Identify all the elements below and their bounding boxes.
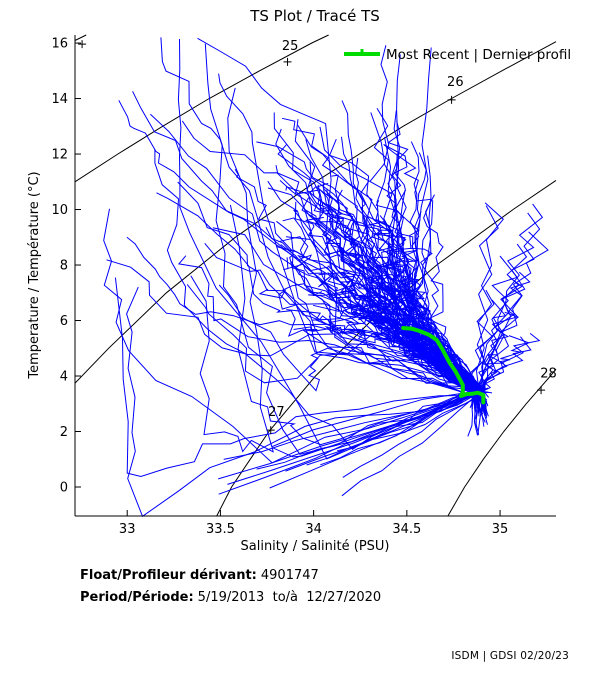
period-line: Period/Période: 5/19/2013 to/à 12/27/2020 (80, 590, 381, 605)
profile-line (204, 43, 486, 455)
x-tick-label: 34 (305, 522, 322, 537)
isopycnal-label-25: 25 (282, 39, 299, 54)
profile-line (404, 152, 473, 393)
profile-line (106, 259, 484, 388)
period-value: 5/19/2013 to/à 12/27/2020 (197, 590, 382, 605)
profile-line (177, 38, 481, 460)
agency-stamp: ISDM | GDSI 02/20/23 (451, 650, 569, 662)
profile-line (227, 87, 474, 448)
period-label: Period/Période: (80, 590, 194, 605)
x-tick-label: 34.5 (392, 522, 421, 537)
legend-label: Most Recent | Dernier profil (386, 47, 571, 63)
profile-line (475, 202, 504, 390)
isopycnal-marker-27 (266, 426, 275, 435)
y-tick-label: 12 (51, 148, 68, 163)
profile-line (472, 392, 484, 415)
profile-line (218, 284, 471, 392)
profile-line (320, 394, 482, 466)
profile-line (404, 141, 473, 394)
profile-line (223, 391, 475, 460)
profile-line (482, 212, 541, 392)
profile-line (481, 335, 531, 393)
y-tick-label: 14 (51, 92, 68, 107)
y-tick-label: 10 (51, 203, 68, 218)
plot-title: TS Plot / Tracé TS (249, 7, 380, 25)
y-tick-label: 16 (51, 37, 68, 52)
x-tick-label: 33.5 (206, 522, 235, 537)
profile-line (355, 157, 483, 392)
profile-line (472, 311, 519, 386)
axis-ticks (75, 42, 501, 516)
float-id-line: Float/Profileur dérivant: 4901747 (80, 568, 319, 583)
profile-line (342, 394, 483, 478)
profile-line (126, 286, 489, 517)
x-tick-label: 35 (492, 522, 509, 537)
y-tick-label: 4 (60, 370, 68, 385)
profile-line (476, 205, 499, 389)
x-axis-label: Salinity / Salinité (PSU) (241, 539, 390, 554)
isopycnal-label-27: 27 (268, 405, 285, 420)
profile-line (336, 392, 472, 452)
isopycnal-label-26: 26 (447, 75, 464, 90)
isopycnal-marker-28 (537, 386, 546, 395)
profile-line (341, 100, 480, 392)
profile-line (383, 143, 483, 396)
isopycnal-label-28: 28 (540, 366, 557, 381)
profile-line (118, 100, 472, 384)
profile-line (156, 192, 488, 402)
profile-line (360, 215, 484, 395)
isopycnal-contour-24 (74, 34, 87, 41)
profile-line (218, 390, 482, 480)
profile-line (285, 390, 478, 472)
profile-line (114, 277, 476, 478)
profile-line (154, 149, 480, 450)
profile-line (197, 37, 472, 396)
profile-line (160, 37, 484, 396)
profile-lines (103, 37, 549, 517)
x-tick-label: 33 (119, 522, 136, 537)
profile-line (467, 393, 474, 437)
axes (74, 35, 556, 517)
profile-line (406, 155, 476, 392)
profile-line (204, 242, 468, 390)
profile-line (218, 387, 469, 495)
profile-line (473, 387, 480, 435)
isopycnal-labels: 25 26 27 28 (78, 39, 557, 435)
y-axis-label: Temperature / Température (°C) (27, 171, 42, 379)
y-tick-label: 2 (60, 425, 68, 440)
y-tick-label: 0 (60, 481, 68, 496)
profile-line (481, 333, 541, 391)
profile-line (283, 257, 474, 393)
profile-line (229, 204, 482, 446)
legend: Most Recent | Dernier profil (344, 47, 571, 63)
profile-line (341, 136, 479, 389)
profile-line (212, 227, 489, 393)
axis-tick-labels: 33 33.5 34 34.5 35 0 2 4 6 8 10 12 14 16 (51, 37, 508, 537)
profile-line (306, 393, 478, 466)
float-id-label: Float/Profileur dérivant: (80, 568, 257, 583)
float-id-value: 4901747 (260, 568, 319, 583)
profile-line (218, 73, 475, 399)
profile-line (341, 390, 483, 497)
profile-line (234, 169, 493, 394)
isopycnal-marker-25 (283, 57, 292, 66)
isopycnal-contour-28 (447, 368, 557, 517)
profile-line (150, 113, 476, 393)
y-tick-label: 6 (60, 314, 68, 329)
isopycnal-marker-24 (78, 40, 87, 49)
isopycnal-marker-26 (447, 95, 456, 104)
y-tick-label: 8 (60, 259, 68, 274)
profile-line (473, 271, 531, 392)
isopycnal-contour-26 (74, 41, 557, 384)
profile-line (468, 289, 495, 390)
profile-line (481, 231, 549, 399)
most-recent-profile-line (401, 326, 486, 405)
profile-line (103, 208, 481, 464)
profile-line (190, 275, 489, 458)
